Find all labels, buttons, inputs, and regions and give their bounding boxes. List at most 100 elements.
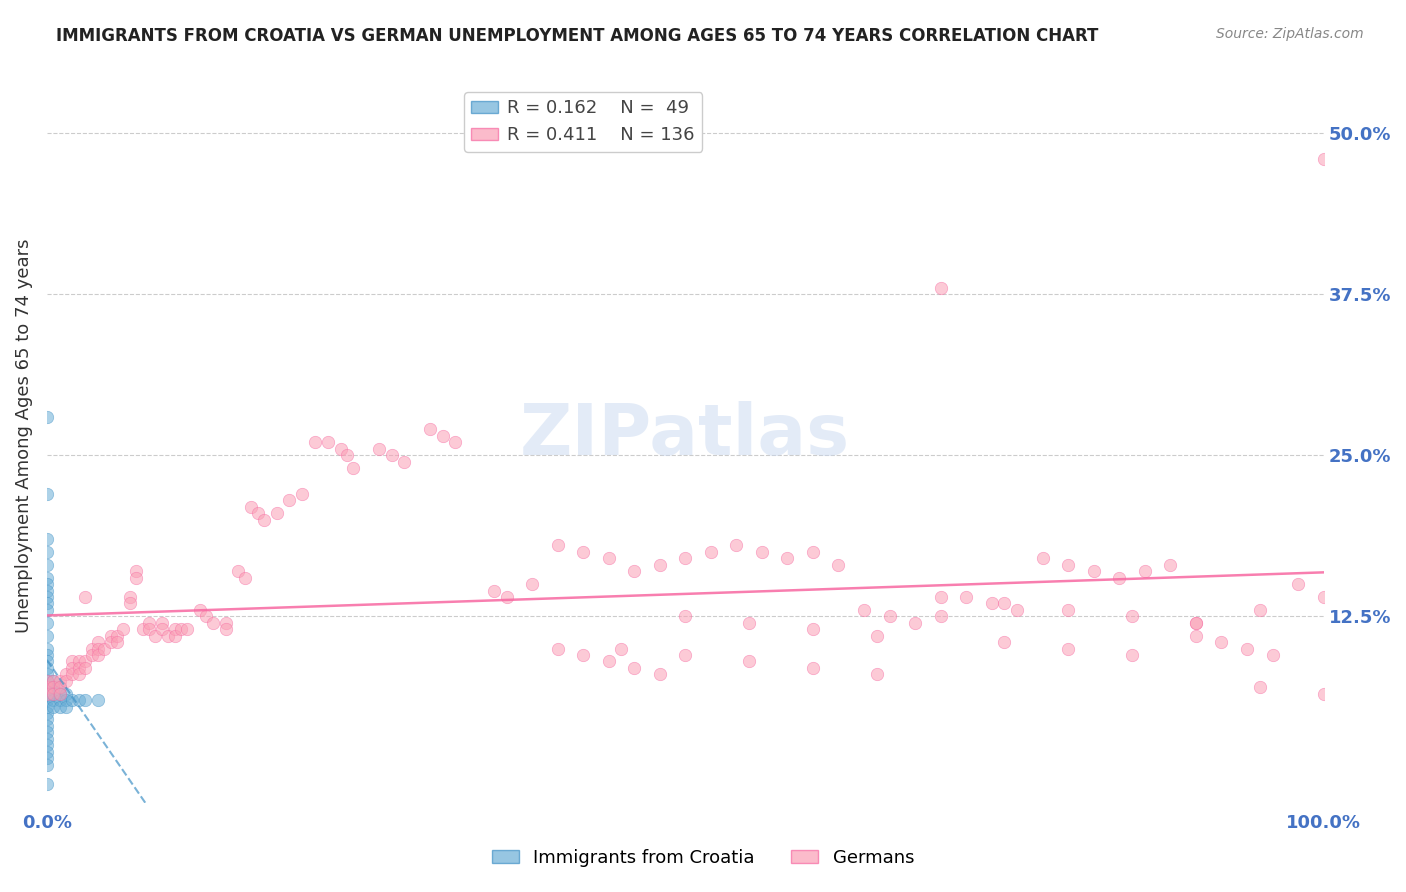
Point [35, 713, 58, 727]
Point [35, 751, 58, 765]
Point [35, 706, 58, 720]
Point [42, 693, 65, 707]
Point [62, 661, 84, 675]
Point [35, 532, 58, 546]
Point [1159, 558, 1181, 572]
Point [35, 745, 58, 759]
Point [42, 673, 65, 688]
Point [150, 622, 173, 636]
Point [35, 558, 58, 572]
Point [929, 609, 952, 624]
Point [1312, 152, 1334, 166]
Point [48, 687, 70, 701]
Point [67, 693, 90, 707]
Point [1057, 558, 1080, 572]
Point [35, 673, 58, 688]
Point [67, 661, 90, 675]
Point [35, 667, 58, 681]
Point [75, 693, 97, 707]
Point [1057, 641, 1080, 656]
Point [48, 687, 70, 701]
Point [131, 622, 153, 636]
Point [48, 680, 70, 694]
Point [1249, 603, 1271, 617]
Point [176, 622, 198, 636]
Point [866, 629, 889, 643]
Point [955, 590, 977, 604]
Text: Source: ZipAtlas.com: Source: ZipAtlas.com [1216, 27, 1364, 41]
Point [547, 641, 569, 656]
Point [87, 648, 110, 662]
Point [48, 693, 70, 707]
Point [93, 641, 115, 656]
Point [170, 622, 193, 636]
Point [35, 597, 58, 611]
Point [1032, 551, 1054, 566]
Point [240, 500, 263, 514]
Legend: Immigrants from Croatia, Germans: Immigrants from Croatia, Germans [485, 842, 921, 874]
Point [336, 448, 359, 462]
Point [598, 551, 620, 566]
Point [42, 673, 65, 688]
Point [419, 422, 441, 436]
Point [316, 435, 339, 450]
Point [1236, 641, 1258, 656]
Point [100, 629, 122, 643]
Point [572, 648, 595, 662]
Point [1312, 590, 1334, 604]
Point [866, 667, 889, 681]
Text: ZIPatlas: ZIPatlas [520, 401, 851, 470]
Point [35, 731, 58, 746]
Point [291, 487, 314, 501]
Point [700, 545, 723, 559]
Point [48, 680, 70, 694]
Point [233, 571, 256, 585]
Point [853, 603, 876, 617]
Point [125, 571, 148, 585]
Point [993, 635, 1015, 649]
Point [738, 655, 761, 669]
Point [201, 615, 224, 630]
Point [598, 655, 620, 669]
Point [1312, 687, 1334, 701]
Point [1286, 577, 1309, 591]
Point [62, 655, 84, 669]
Point [1185, 629, 1208, 643]
Point [67, 655, 90, 669]
Point [1133, 564, 1156, 578]
Point [188, 603, 211, 617]
Point [266, 506, 288, 520]
Point [1121, 609, 1143, 624]
Point [195, 609, 218, 624]
Point [35, 615, 58, 630]
Point [1121, 648, 1143, 662]
Point [55, 673, 77, 688]
Point [150, 615, 173, 630]
Point [673, 609, 696, 624]
Point [1185, 615, 1208, 630]
Point [118, 590, 141, 604]
Point [367, 442, 389, 456]
Point [482, 583, 505, 598]
Point [610, 641, 633, 656]
Point [48, 673, 70, 688]
Point [304, 435, 326, 450]
Point [801, 622, 824, 636]
Point [55, 699, 77, 714]
Point [62, 693, 84, 707]
Point [904, 615, 927, 630]
Point [1083, 564, 1105, 578]
Point [547, 539, 569, 553]
Point [253, 513, 276, 527]
Point [35, 673, 58, 688]
Point [35, 693, 58, 707]
Point [35, 661, 58, 675]
Point [87, 635, 110, 649]
Point [673, 551, 696, 566]
Point [87, 641, 110, 656]
Point [1057, 603, 1080, 617]
Point [35, 571, 58, 585]
Point [35, 757, 58, 772]
Point [105, 635, 128, 649]
Point [35, 641, 58, 656]
